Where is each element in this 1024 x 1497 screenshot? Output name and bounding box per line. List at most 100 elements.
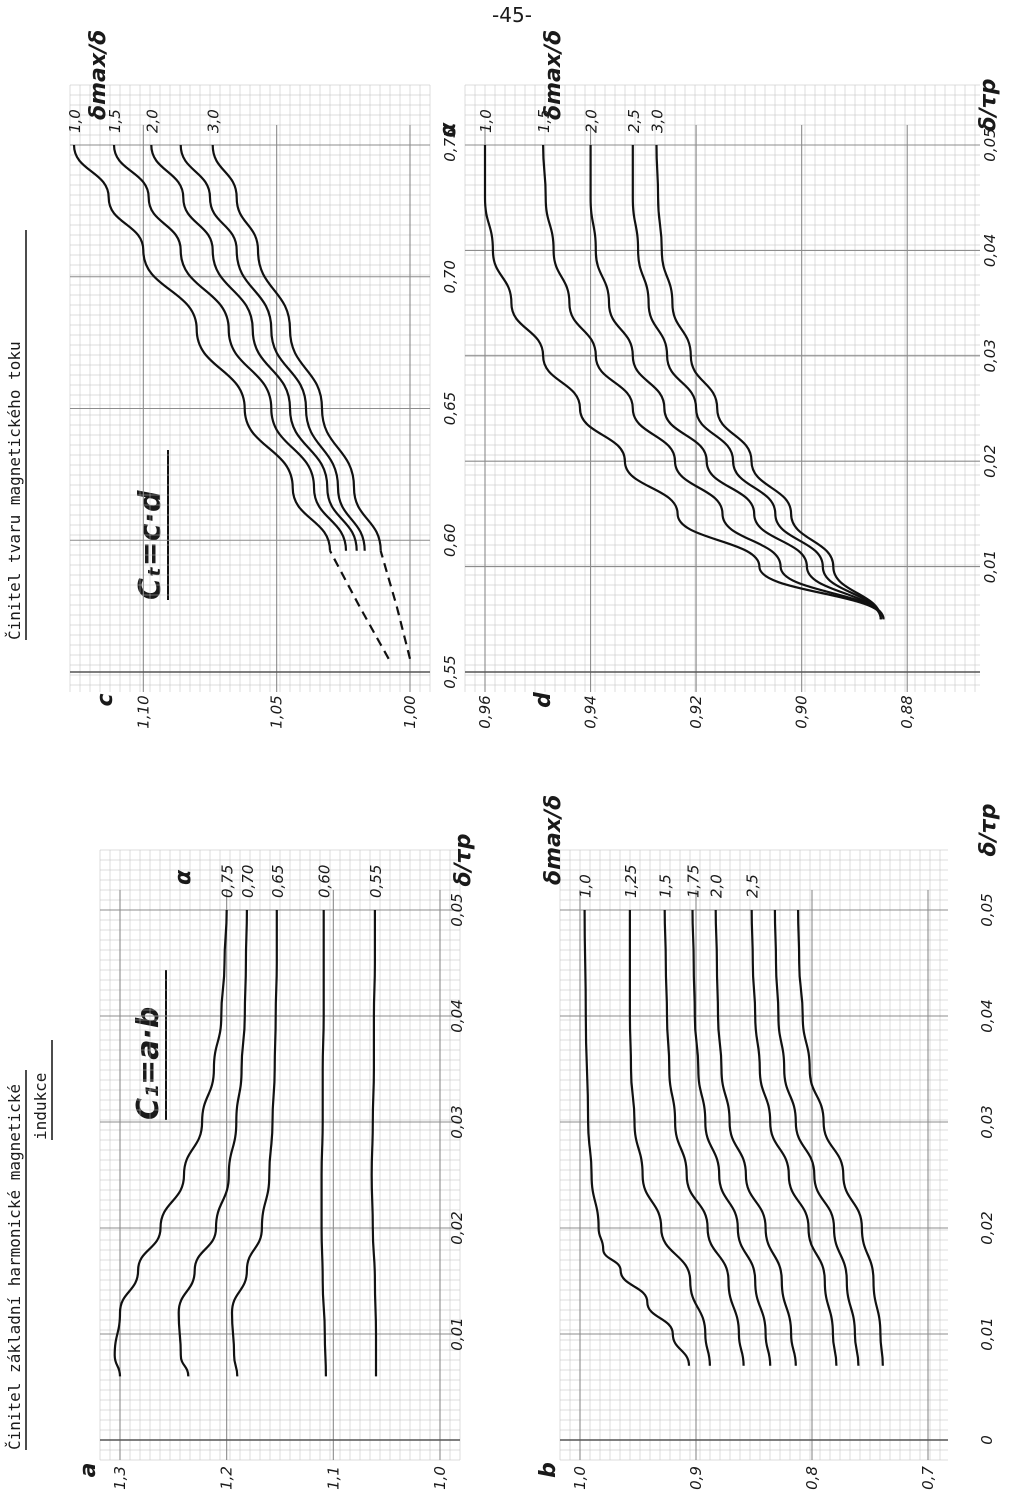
chart-a-xtick-label: 0,04 bbox=[448, 999, 466, 1032]
chart-a-series-line bbox=[370, 910, 378, 1377]
chart-d-series-line bbox=[655, 144, 882, 620]
chart-b-xtick-label: 0,02 bbox=[978, 1211, 996, 1244]
chart-d-xtick-label: 0,03 bbox=[981, 339, 999, 372]
chart-b: 0 0,01 0,02 0,03 0,04 0,05 0,7 0,8 0,9 1,0 b δ/τp δm… bbox=[536, 795, 1001, 1490]
chart-b-series-line bbox=[583, 909, 691, 1366]
chart-d-ylabel: d bbox=[531, 692, 556, 708]
charts-layer: 0,010,020,030,040,051,01,11,21,3aδ/τpα 0,… bbox=[66, 30, 1001, 1490]
chart-d-series-line bbox=[631, 145, 882, 620]
chart-c-dashed-extrapolation bbox=[379, 550, 412, 660]
chart-a-ytick-label: 1,1 bbox=[324, 1466, 342, 1490]
chart-c-xtick-label: 0,60 bbox=[441, 524, 459, 557]
chart-a-xtick-label: 0,05 bbox=[448, 893, 466, 926]
chart-c-xtick-label: 0,65 bbox=[441, 392, 459, 425]
chart-b-ylabel: b bbox=[536, 1462, 561, 1478]
chart-c: 0,55 0,60 0,65 0,70 0,75 1,00 1,05 1,10 c α δmax/δ… bbox=[66, 30, 461, 729]
chart-d-series-label: 1,0 bbox=[477, 109, 495, 133]
chart-a: 0,01 0,02 0,03 0,04 0,05 1,0 1,1 1,2 1,3 a δ/τp α 0,… bbox=[76, 834, 476, 1490]
chart-d-series-line bbox=[542, 144, 885, 620]
chart-b-series-label: 1,0 bbox=[577, 874, 595, 898]
chart-b-xtick-label: 0 bbox=[978, 1435, 996, 1445]
chart-b-series-label: 1,25 bbox=[622, 865, 640, 898]
chart-a-ytick-label: 1,3 bbox=[111, 1466, 129, 1490]
chart-d-series-label: 2,5 bbox=[625, 109, 643, 133]
chart-c-ytick-label: 1,00 bbox=[401, 695, 419, 728]
chart-b-ytick-label: 1,0 bbox=[571, 1466, 589, 1490]
chart-c-series-label: 2,0 bbox=[143, 109, 161, 133]
chart-b-series-line bbox=[797, 909, 884, 1366]
chart-b-series-label: 1,5 bbox=[657, 874, 675, 898]
chart-a-xtick-label: 0,03 bbox=[448, 1105, 466, 1138]
chart-a-series-line bbox=[177, 909, 248, 1377]
chart-c-series-label: 3,0 bbox=[205, 109, 223, 133]
chart-a-xlabel: δ/τp bbox=[451, 834, 476, 887]
chart-b-series-label: 1,75 bbox=[685, 865, 703, 898]
chart-b-series-label: 2,5 bbox=[744, 874, 762, 898]
chart-b-ytick-label: 0,9 bbox=[687, 1466, 705, 1490]
formula-c1: C₁=a·b bbox=[131, 1007, 166, 1120]
chart-a-xtick-label: 0,01 bbox=[448, 1317, 466, 1350]
chart-a-series-line bbox=[230, 910, 278, 1377]
chart-c-xtick-label: 0,75 bbox=[441, 128, 459, 161]
left-title-line1: Činitel základní harmonické magnetické bbox=[5, 1084, 24, 1450]
chart-c-xtick-label: 0,70 bbox=[441, 260, 459, 293]
left-title-line2: indukce bbox=[31, 1073, 50, 1140]
chart-b-series-line bbox=[714, 909, 797, 1366]
chart-d-grid bbox=[464, 84, 980, 692]
chart-a-ylabel: a bbox=[76, 1463, 101, 1478]
chart-d-xtick-label: 0,02 bbox=[981, 444, 999, 477]
chart-b-series-line bbox=[750, 909, 838, 1366]
chart-c-ylabel: c bbox=[93, 693, 118, 706]
chart-b-ytick-label: 0,7 bbox=[919, 1466, 937, 1490]
chart-b-xtick-label: 0,04 bbox=[978, 999, 996, 1032]
chart-a-series-label: 0,55 bbox=[367, 865, 385, 898]
chart-c-series-label: 1,0 bbox=[66, 109, 84, 133]
chart-a-series-label: 0,65 bbox=[269, 865, 287, 898]
chart-b-xtick-label: 0,01 bbox=[978, 1317, 996, 1350]
chart-d-xlabel: δ/τp bbox=[976, 79, 1001, 132]
chart-d-xtick-label: 0,01 bbox=[981, 550, 999, 583]
chart-d-ytick-label: 0,90 bbox=[793, 695, 811, 728]
chart-b-series-label: 2,0 bbox=[708, 874, 726, 898]
page-number: -45- bbox=[492, 3, 532, 27]
chart-c-xlabel: α bbox=[436, 122, 461, 138]
chart-c-ytick-label: 1,10 bbox=[134, 695, 152, 728]
chart-c-legend-title: δmax/δ bbox=[86, 30, 111, 120]
chart-c-ytick-label: 1,05 bbox=[268, 695, 286, 728]
chart-b-series-line bbox=[773, 909, 860, 1366]
chart-a-series-label: 0,75 bbox=[219, 865, 237, 898]
chart-c-series-line bbox=[112, 144, 348, 551]
chart-c-series-label: 1,5 bbox=[106, 109, 124, 133]
chart-c-series-line bbox=[72, 144, 332, 551]
chart-d-series-label: 3,0 bbox=[649, 109, 667, 133]
chart-a-xtick-label: 0,02 bbox=[448, 1211, 466, 1244]
chart-a-series-line bbox=[113, 909, 228, 1377]
chart-d-ytick-label: 0,96 bbox=[476, 695, 494, 728]
chart-b-legend-title: δmax/δ bbox=[541, 795, 566, 885]
chart-d: 0,01 0,02 0,03 0,04 0,05 0,88 0,90 0,92 0,94 0,96… bbox=[464, 30, 1001, 729]
chart-a-series-label: 0,60 bbox=[316, 865, 334, 898]
chart-c-series-line bbox=[179, 144, 366, 551]
chart-a-ytick-label: 1,2 bbox=[218, 1466, 236, 1490]
chart-b-ytick-label: 0,8 bbox=[803, 1466, 821, 1490]
chart-a-legend-title: α bbox=[171, 869, 196, 885]
chart-c-series-line bbox=[150, 144, 358, 551]
chart-d-ytick-label: 0,88 bbox=[898, 695, 916, 728]
chart-d-series-line bbox=[589, 145, 882, 620]
chart-b-series-line bbox=[663, 909, 745, 1366]
chart-d-legend-title: δmax/δ bbox=[541, 30, 566, 120]
chart-d-xtick-label: 0,04 bbox=[981, 234, 999, 267]
chart-b-xlabel: δ/τp bbox=[976, 804, 1001, 857]
chart-b-series-line bbox=[628, 910, 711, 1366]
chart-c-dashed-extrapolation bbox=[329, 550, 390, 660]
chart-d-series-line bbox=[483, 145, 885, 620]
chart-a-series-line bbox=[320, 910, 327, 1377]
chart-d-series-label: 1,5 bbox=[535, 109, 553, 133]
chart-a-grid bbox=[99, 849, 461, 1461]
chart-d-ytick-label: 0,92 bbox=[687, 695, 705, 728]
chart-d-xtick-label: 0,05 bbox=[981, 128, 999, 161]
chart-b-series-line bbox=[691, 909, 772, 1366]
chart-d-ytick-label: 0,94 bbox=[582, 695, 600, 728]
chart-d-series-label: 2,0 bbox=[583, 109, 601, 133]
